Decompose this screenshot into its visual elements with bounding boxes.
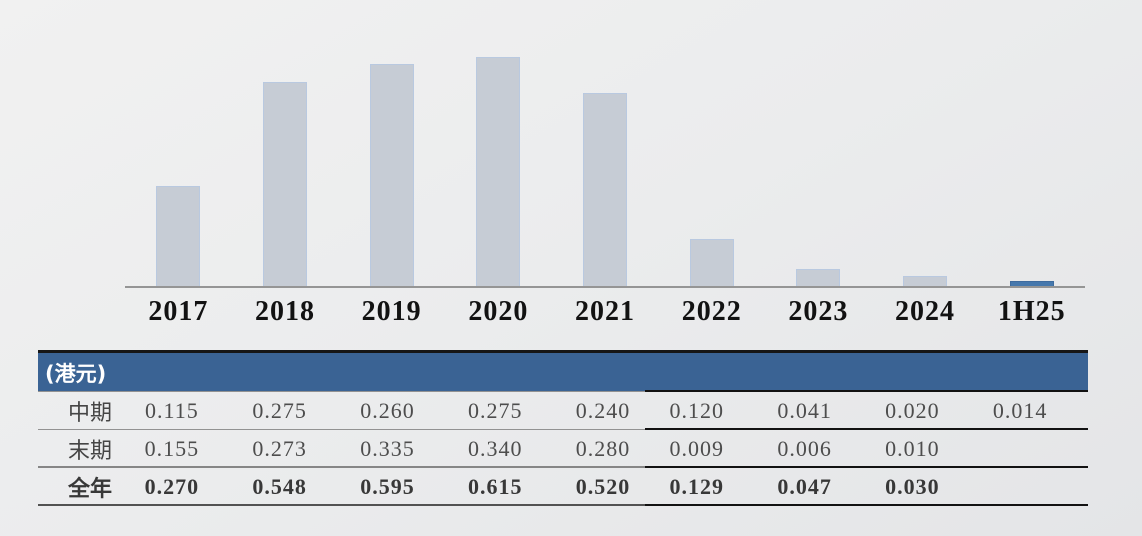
cell-全年-2018: 0.548 bbox=[252, 474, 307, 499]
cell-全年-2020: 0.615 bbox=[467, 474, 523, 499]
cell-中期-1H25: 0.014 bbox=[992, 398, 1048, 423]
bar-2022 bbox=[689, 239, 734, 287]
row-rule-left bbox=[38, 504, 645, 506]
bar-2024 bbox=[903, 276, 948, 287]
cell-全年-2023: 0.047 bbox=[777, 474, 832, 499]
cell-中期-2017: 0.115 bbox=[145, 398, 199, 423]
bar-slot-2022 bbox=[658, 0, 765, 287]
bar-1H25 bbox=[1009, 281, 1054, 287]
bar-2019 bbox=[369, 64, 414, 287]
table-body: 中期 0.115 0.275 0.260 0.275 0.240 0.120 0.041 0.0… bbox=[38, 392, 1088, 506]
row-rule-right bbox=[645, 428, 1088, 430]
bar-slot-1H25 bbox=[978, 0, 1085, 287]
row-rule-left bbox=[38, 466, 645, 468]
cell-末期-2021: 0.280 bbox=[575, 436, 631, 461]
cell-全年-2024: 0.030 bbox=[885, 474, 940, 499]
currency-unit-label: (港元) bbox=[45, 361, 107, 386]
row-rule-right bbox=[645, 504, 1088, 506]
x-axis-label-2022: 2022 bbox=[681, 296, 742, 327]
bar-slot-2017 bbox=[125, 0, 232, 287]
cell-中期-2022: 0.120 bbox=[669, 398, 725, 423]
table-top-border bbox=[38, 350, 1088, 353]
row-label: 末期 bbox=[67, 438, 112, 463]
bar-2021 bbox=[583, 93, 628, 287]
bar-slot-2018 bbox=[232, 0, 339, 287]
cell-中期-2018: 0.275 bbox=[252, 398, 307, 423]
table-header-row: (港元) bbox=[38, 353, 1088, 392]
x-axis-label-2020: 2020 bbox=[468, 296, 529, 327]
dividend-table: (港元) 中期 0.115 0.275 0.260 0.275 0.240 0.120 0.0… bbox=[38, 350, 1088, 506]
cell-全年-2017: 0.270 bbox=[144, 474, 200, 499]
table-row-1: 中期 0.115 0.275 0.260 0.275 0.240 0.120 0.041 0.0… bbox=[38, 392, 1088, 430]
bar-slot-2019 bbox=[338, 0, 445, 287]
bar-slot-2024 bbox=[872, 0, 979, 287]
x-axis-label-2017: 2017 bbox=[148, 296, 209, 327]
cell-全年-2022: 0.129 bbox=[669, 474, 725, 499]
cell-中期-2023: 0.041 bbox=[777, 398, 832, 423]
cell-末期-2018: 0.273 bbox=[252, 436, 307, 461]
cell-中期-2024: 0.020 bbox=[885, 398, 940, 423]
x-axis-label-2021: 2021 bbox=[575, 296, 636, 327]
bar-slot-2021 bbox=[552, 0, 659, 287]
row-rule-right bbox=[645, 466, 1088, 468]
x-axis-labels: 2017 2018 2019 2020 2021 2022 2023 2024 1H25 bbox=[125, 296, 1085, 328]
cell-末期-2019: 0.335 bbox=[360, 436, 415, 461]
cell-中期-2020: 0.275 bbox=[467, 398, 523, 423]
cell-末期-2024: 0.010 bbox=[885, 436, 940, 461]
table-row-2: 末期 0.155 0.273 0.335 0.340 0.280 0.009 0.006 0.0… bbox=[38, 430, 1088, 468]
x-axis-label-2023: 2023 bbox=[788, 296, 849, 327]
header-rule-left bbox=[38, 391, 645, 392]
header-rule-right bbox=[645, 390, 1088, 392]
bar-2023 bbox=[796, 269, 841, 287]
bar-slot-2023 bbox=[765, 0, 872, 287]
dividend-bar-chart bbox=[125, 0, 1085, 287]
cell-末期-2022: 0.009 bbox=[669, 436, 725, 461]
x-axis-label-2019: 2019 bbox=[361, 296, 422, 327]
x-axis-line bbox=[125, 286, 1085, 288]
row-label: 全年 bbox=[67, 476, 112, 501]
cell-末期-2020: 0.340 bbox=[467, 436, 523, 461]
cell-全年-2021: 0.520 bbox=[575, 474, 631, 499]
bar-2017 bbox=[156, 186, 201, 287]
bar-2020 bbox=[476, 57, 521, 287]
table-row-3: 全年 0.270 0.548 0.595 0.615 0.520 0.129 0.047 0.0… bbox=[38, 468, 1088, 506]
x-axis-label-2018: 2018 bbox=[255, 296, 315, 327]
cell-末期-2023: 0.006 bbox=[777, 436, 832, 461]
bar-slot-2020 bbox=[445, 0, 552, 287]
row-label: 中期 bbox=[67, 400, 112, 425]
x-axis-label-1H25: 1H25 bbox=[997, 296, 1066, 327]
x-axis-label-2024: 2024 bbox=[895, 296, 956, 327]
cell-全年-2019: 0.595 bbox=[360, 474, 415, 499]
cell-末期-2017: 0.155 bbox=[144, 436, 200, 461]
cell-中期-2021: 0.240 bbox=[575, 398, 631, 423]
bar-2018 bbox=[263, 82, 307, 287]
row-rule-left bbox=[38, 429, 645, 430]
cell-中期-2019: 0.260 bbox=[360, 398, 415, 423]
